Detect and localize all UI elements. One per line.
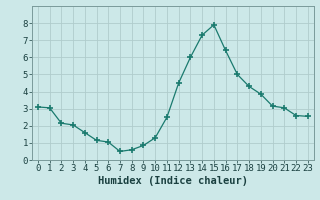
X-axis label: Humidex (Indice chaleur): Humidex (Indice chaleur) <box>98 176 248 186</box>
